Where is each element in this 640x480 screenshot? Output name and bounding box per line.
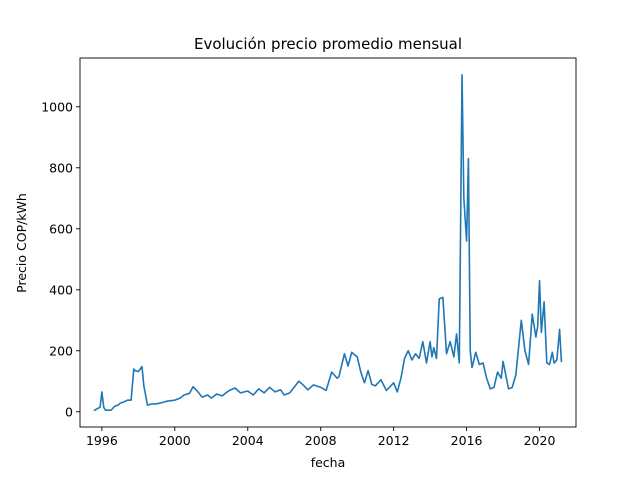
y-tick-label: 0: [65, 404, 73, 419]
x-axis: 1996 2000 2004 2008 2012 2016 2020: [86, 427, 556, 448]
y-tick-label: 600: [49, 221, 73, 236]
series-line: [93, 73, 563, 412]
x-tick-label: 2004: [232, 433, 264, 448]
x-tick-label: 2008: [305, 433, 337, 448]
chart-title: Evolución precio promedio mensual: [194, 35, 462, 53]
x-axis-label: fecha: [311, 455, 346, 470]
plot-frame: [79, 57, 577, 428]
y-tick-label: 400: [49, 282, 73, 297]
y-axis-label: Precio COP/kWh: [14, 193, 29, 293]
x-tick-label: 2020: [524, 433, 556, 448]
plot-area: [79, 57, 577, 428]
y-tick-label: 200: [49, 343, 73, 358]
y-tick-label: 1000: [41, 99, 73, 114]
x-tick-label: 2016: [451, 433, 483, 448]
plot-background: [80, 58, 576, 427]
x-tick-label: 1996: [86, 433, 118, 448]
x-tick-label: 2000: [159, 433, 191, 448]
y-tick-label: 800: [49, 160, 73, 175]
y-axis: 0 200 400 600 800 1000: [41, 99, 80, 419]
x-tick-label: 2012: [378, 433, 410, 448]
